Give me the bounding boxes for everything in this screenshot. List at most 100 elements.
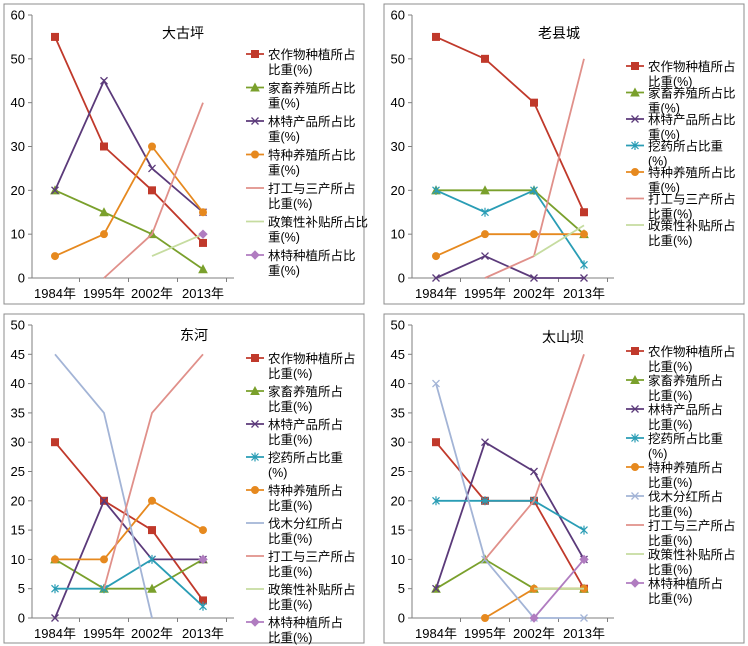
legend-label: 重(%): [268, 263, 300, 278]
legend-label: 比重(%): [648, 504, 692, 519]
legend: 农作物种植所占比重(%)家畜养殖所占比重(%)林特产品所占比重(%)挖药所占比重…: [246, 351, 356, 645]
chart-title: 大古坪: [162, 25, 204, 41]
data-point-marker: [199, 208, 207, 217]
legend-label: 政策性补贴所占: [648, 547, 736, 562]
y-tick-label: 20: [391, 493, 405, 508]
y-tick-label: 5: [18, 581, 25, 596]
legend-label: 家畜养殖所占: [268, 384, 343, 399]
legend-label: 打工与三产所占: [648, 518, 736, 533]
series-6: [151, 233, 204, 257]
legend-label: 打工与三产所占: [268, 549, 356, 564]
legend-label: 重(%): [268, 129, 300, 144]
legend-label: 重(%): [648, 101, 680, 116]
data-point-marker: [198, 554, 208, 565]
y-tick-label: 15: [11, 523, 25, 538]
y-tick-label: 40: [391, 376, 405, 391]
data-point-marker: [432, 496, 440, 506]
data-point-marker: [250, 385, 260, 395]
legend-label: 重(%): [268, 230, 300, 245]
legend-label: 林特产品所占比: [268, 114, 356, 129]
data-point-marker: [51, 614, 59, 622]
data-point-marker: [199, 238, 207, 247]
legend-label: 林特种植所占: [648, 576, 723, 591]
legend-label: 农作物种植所占: [648, 344, 736, 359]
legend-label: 伐木分红所占: [268, 516, 343, 531]
series-line: [484, 354, 585, 560]
data-point-marker: [148, 164, 156, 173]
legend-label: 政策性补贴所占比: [268, 215, 368, 230]
data-point-marker: [630, 374, 640, 384]
data-point-marker: [99, 207, 109, 217]
data-point-marker: [631, 168, 639, 176]
y-tick-label: 10: [11, 552, 25, 567]
data-point-marker: [631, 463, 639, 471]
data-point-marker: [432, 185, 440, 195]
series-line: [54, 144, 204, 257]
legend-label: 比重(%): [648, 233, 692, 248]
series-7: [198, 229, 208, 239]
data-point-marker: [481, 496, 489, 506]
data-point-marker: [631, 433, 639, 443]
x-tick-label: 2002年: [131, 286, 173, 301]
legend-label: 挖药所占比重: [648, 431, 723, 446]
y-tick-label: 50: [11, 318, 25, 333]
data-point-marker: [100, 555, 108, 564]
data-point-marker: [250, 82, 260, 92]
legend-label: 比重(%): [268, 399, 312, 414]
data-point-marker: [100, 496, 108, 505]
legend-label: 比重(%): [268, 366, 312, 381]
y-tick-label: 50: [391, 318, 405, 333]
series-9: [198, 554, 208, 565]
data-point-marker: [432, 274, 440, 282]
series-line: [103, 353, 204, 589]
data-point-marker: [198, 264, 208, 274]
legend-label: (%): [648, 155, 667, 169]
data-point-marker: [100, 142, 108, 151]
y-tick-label: 45: [11, 347, 25, 362]
legend: 农作物种植所占比重(%)家畜养殖所占比重(%)林特产品所占比重(%)特种养殖所占…: [246, 47, 368, 278]
series-5: [51, 496, 207, 564]
data-point-marker: [580, 208, 588, 217]
series-1: [51, 32, 207, 247]
data-point-marker: [148, 186, 156, 195]
data-point-marker: [199, 526, 207, 535]
data-point-marker: [631, 62, 639, 70]
data-point-marker: [631, 115, 639, 123]
y-tick-label: 40: [11, 95, 25, 110]
chart-panel-4: 0 5 10 15 20 25 30 35 40 45 50 1984年 1995年 2002年 2013年…: [383, 313, 745, 644]
series-line: [436, 499, 585, 531]
data-point-marker: [432, 379, 440, 388]
chart-title: 老县城: [538, 25, 580, 41]
legend-label: 比重(%): [268, 432, 312, 447]
y-tick-label: 10: [11, 227, 25, 242]
legend-label: 比重(%): [268, 531, 312, 546]
legend-label: 家畜养殖所占比: [268, 81, 356, 96]
legend-label: 特种养殖所占比: [268, 148, 356, 163]
data-point-marker: [250, 250, 260, 260]
legend-label: 挖药所占比重: [648, 139, 723, 154]
series-7: [533, 224, 585, 257]
legend-label: 林特产品所占: [648, 402, 723, 417]
y-tick-label: 25: [11, 464, 25, 479]
data-point-marker: [148, 142, 156, 151]
data-point-marker: [481, 207, 489, 217]
legend-label: 农作物种植所占: [648, 59, 736, 74]
legend-label: 比重(%): [648, 359, 692, 374]
legend-label: 比重(%): [648, 475, 692, 490]
series-line: [54, 353, 153, 619]
legend-item: 挖药所占比重(%): [626, 139, 723, 169]
